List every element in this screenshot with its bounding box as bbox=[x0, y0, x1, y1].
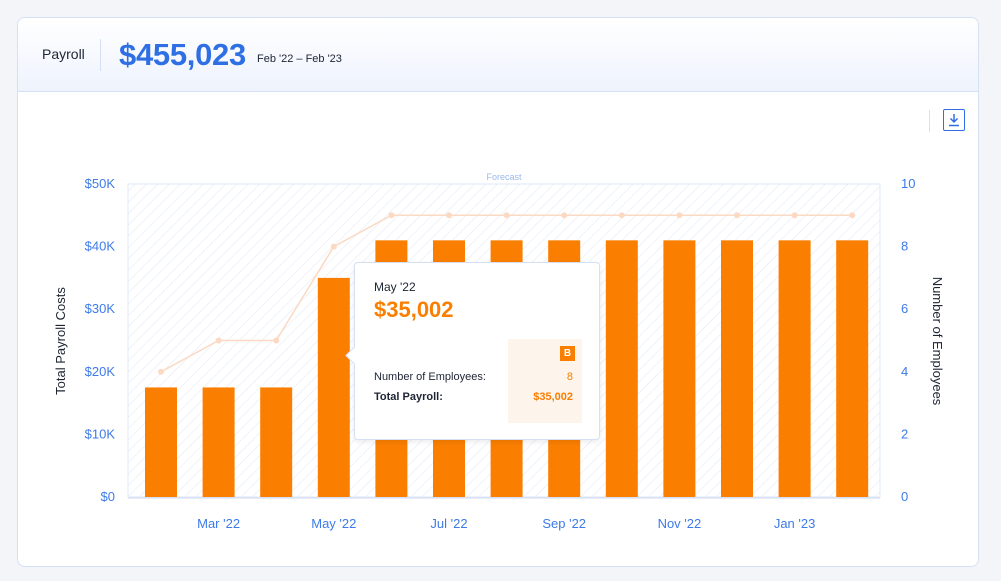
employees-point-5 bbox=[446, 212, 452, 219]
y-axis-title-right: Number of Employees bbox=[930, 277, 945, 406]
tooltip-badge: B bbox=[560, 346, 575, 361]
y-axis-title-left: Total Payroll Costs bbox=[53, 287, 68, 395]
section-label: Payroll bbox=[42, 46, 85, 62]
bar-8[interactable] bbox=[605, 240, 638, 497]
y-tick-right-1: 2 bbox=[901, 426, 908, 441]
employees-point-4 bbox=[388, 212, 395, 219]
employees-point-8 bbox=[618, 212, 625, 219]
x-tick-3: Sep '22 bbox=[542, 516, 586, 531]
tooltip-payroll-label: Total Payroll: bbox=[374, 391, 443, 403]
y-tick-left-0: $0 bbox=[101, 489, 115, 504]
forecast-label: Forecast bbox=[486, 172, 522, 182]
date-range: Feb '22 – Feb '23 bbox=[257, 53, 342, 65]
employees-point-2 bbox=[273, 337, 280, 344]
card-header: Payroll $455,023 Feb '22 – Feb '23 bbox=[18, 18, 978, 92]
bar-10[interactable] bbox=[721, 240, 753, 497]
x-tick-0: Mar '22 bbox=[197, 516, 240, 531]
x-tick-4: Nov '22 bbox=[658, 516, 702, 531]
y-tick-right-4: 8 bbox=[901, 239, 908, 254]
employees-point-9 bbox=[676, 212, 683, 219]
payroll-total: $455,023 bbox=[119, 37, 246, 72]
download-button[interactable] bbox=[943, 109, 965, 131]
bar-1[interactable] bbox=[202, 387, 235, 497]
toolbar-divider bbox=[929, 110, 930, 132]
x-tick-1: May '22 bbox=[311, 516, 356, 531]
header-divider bbox=[100, 39, 101, 71]
employees-point-0 bbox=[158, 368, 164, 375]
employees-point-12 bbox=[849, 212, 856, 219]
y-tick-left-3: $30K bbox=[85, 301, 116, 316]
bar-3[interactable] bbox=[317, 277, 350, 497]
employees-point-7 bbox=[561, 212, 568, 219]
bar-12[interactable] bbox=[836, 240, 869, 497]
tooltip-month: May '22 bbox=[374, 280, 416, 294]
bar-0[interactable] bbox=[145, 387, 177, 497]
employees-point-1 bbox=[215, 337, 222, 344]
employees-point-3 bbox=[330, 243, 337, 250]
y-tick-left-2: $20K bbox=[85, 364, 116, 379]
tooltip-employees-value: 8 bbox=[566, 371, 573, 383]
tooltip-payroll-value: $35,002 bbox=[533, 391, 573, 403]
x-tick-5: Jan '23 bbox=[774, 516, 816, 531]
x-tick-2: Jul '22 bbox=[430, 516, 467, 531]
y-tick-right-0: 0 bbox=[901, 489, 908, 504]
bar-2[interactable] bbox=[260, 387, 293, 497]
employees-point-10 bbox=[734, 212, 740, 219]
employees-point-6 bbox=[503, 212, 510, 219]
tooltip-amount: $35,002 bbox=[374, 297, 454, 322]
y-tick-left-1: $10K bbox=[85, 426, 116, 441]
payroll-card: Payroll $455,023 Feb '22 – Feb '23 Forec… bbox=[17, 17, 979, 567]
bar-11[interactable] bbox=[778, 240, 811, 497]
bar-9[interactable] bbox=[663, 240, 696, 497]
tooltip-employees-label: Number of Employees: bbox=[374, 371, 486, 383]
y-tick-right-2: 4 bbox=[901, 364, 908, 379]
y-tick-left-5: $50K bbox=[85, 176, 116, 191]
y-tick-left-4: $40K bbox=[85, 239, 116, 254]
y-tick-right-5: 10 bbox=[901, 176, 915, 191]
y-tick-right-3: 6 bbox=[901, 301, 908, 316]
download-icon bbox=[949, 114, 959, 127]
employees-point-11 bbox=[791, 212, 798, 219]
hover-tooltip: May '22 $35,002 B Number of Employees: 8… bbox=[345, 262, 600, 440]
